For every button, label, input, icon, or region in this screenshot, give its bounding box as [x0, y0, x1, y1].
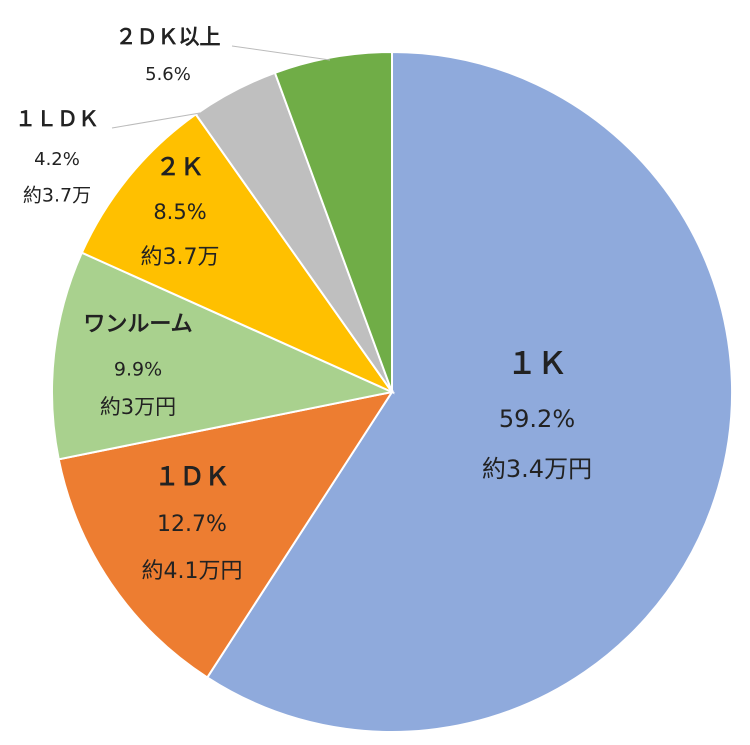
leader-line	[111, 112, 201, 129]
price-label: 約3.7万	[23, 185, 91, 207]
category-label: １ＤＫ	[154, 462, 229, 491]
pie-slice	[80, 112, 395, 395]
category-label: ２ＤＫ以上	[116, 25, 221, 49]
price-label: 約3.7万	[141, 245, 220, 270]
category-label: １Ｋ	[507, 347, 567, 382]
pie-slice	[51, 251, 396, 461]
pie-slice	[57, 390, 395, 679]
leader-line	[231, 45, 331, 61]
category-label: ２Ｋ	[156, 153, 204, 181]
price-label: 約4.1万円	[142, 559, 243, 584]
value-label: 8.5%	[153, 200, 206, 224]
price-label: 約3.4万円	[482, 455, 592, 483]
value-label: 9.9%	[114, 359, 162, 381]
value-label: 5.6%	[145, 64, 191, 85]
pie-slice	[273, 50, 393, 393]
category-label: ワンルーム	[83, 312, 192, 337]
price-label: 約3万円	[100, 395, 176, 419]
value-label: 4.2%	[34, 149, 80, 170]
category-label: １ＬＤＫ	[15, 107, 99, 131]
value-label: 12.7%	[157, 512, 227, 537]
pie-slice	[205, 50, 733, 733]
value-label: 59.2%	[499, 405, 575, 433]
